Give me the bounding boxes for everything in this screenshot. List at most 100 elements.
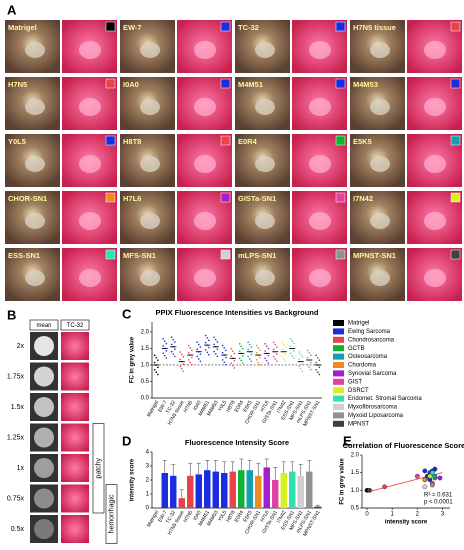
x-tick-label: 0	[365, 512, 369, 518]
legend-swatch	[333, 353, 344, 360]
dot-jitter	[174, 348, 176, 350]
bar	[238, 470, 245, 508]
color-key	[105, 78, 116, 89]
dot-jitter	[172, 353, 175, 355]
x-tick-label: EW-7	[157, 509, 169, 523]
bar	[280, 473, 287, 508]
dot-jitter	[257, 347, 260, 349]
dot-jitter	[255, 344, 258, 347]
legend-label: DSRCT	[348, 388, 369, 394]
photo-label: M4M53	[353, 80, 378, 89]
dot-jitter	[191, 349, 193, 352]
bar	[195, 474, 202, 508]
dot-jitter	[274, 358, 277, 360]
photo-label: TC-32	[238, 23, 259, 32]
dot-jitter	[247, 355, 249, 358]
dot-jitter	[225, 356, 227, 359]
x-tick-label: H7L6	[259, 509, 270, 523]
dot-jitter	[264, 357, 266, 359]
dot-jitter	[276, 353, 278, 355]
tc32-image	[61, 423, 89, 452]
header: mean	[36, 323, 51, 329]
x-tick-label: E0R4	[234, 399, 246, 413]
photo-label: I0A0	[123, 80, 139, 89]
y-tick-label: 1.0	[351, 488, 360, 494]
x-tick-label: H8T8	[225, 509, 236, 523]
tumor-glow	[194, 212, 216, 230]
point	[422, 477, 428, 483]
tumor	[370, 99, 390, 115]
dot-jitter	[155, 371, 158, 373]
dot-jitter	[231, 350, 234, 352]
legend-swatch	[333, 320, 344, 326]
header-box	[29, 319, 59, 331]
bar	[204, 470, 211, 508]
dot-jitter	[170, 350, 173, 353]
legend-swatch	[333, 387, 344, 394]
dot-jitter	[231, 364, 234, 367]
legend-swatch	[333, 336, 344, 343]
dot-jitter	[165, 342, 168, 345]
dot-jitter	[187, 351, 190, 354]
panel-label: C	[122, 306, 132, 321]
x-tick-label: H7L6	[259, 399, 270, 413]
dot-jitter	[163, 340, 166, 343]
dot-jitter	[308, 366, 311, 369]
tc32-image	[61, 454, 89, 482]
y-tick-label: 0.5	[351, 506, 360, 512]
dot-jitter	[179, 365, 181, 368]
legend-swatch	[333, 370, 344, 377]
dot-jitter	[281, 341, 283, 343]
dot-jitter	[172, 338, 175, 341]
dot-jitter	[214, 353, 217, 355]
dot-jitter	[301, 356, 304, 358]
photo-label: M4M51	[238, 80, 263, 89]
photo-label: H7L6	[123, 194, 141, 203]
dot-jitter	[306, 356, 309, 359]
dot-jitter	[255, 359, 258, 361]
x-axis-label: intensity score	[385, 520, 428, 526]
dot-jitter	[204, 341, 207, 344]
bar	[187, 475, 194, 508]
dot-jitter	[187, 344, 190, 347]
color-key	[450, 78, 461, 89]
dot-jitter	[223, 347, 226, 349]
legend-swatch	[333, 362, 344, 368]
dot-jitter	[308, 352, 311, 354]
header-box	[60, 319, 90, 331]
tumor	[140, 42, 160, 58]
dot-jitter	[199, 353, 202, 355]
tumor	[255, 156, 275, 172]
legend-label: Chondrosarcoma	[348, 337, 395, 343]
dot-jitter	[213, 336, 215, 338]
dot-jitter	[265, 359, 268, 362]
tumor	[255, 99, 275, 115]
dot-jitter	[213, 350, 215, 353]
point	[367, 487, 372, 493]
point	[414, 473, 420, 479]
dot-jitter	[221, 351, 224, 354]
dot-jitter	[191, 363, 193, 366]
dot-jitter	[157, 359, 159, 361]
point	[422, 468, 428, 474]
dot-jitter	[216, 355, 219, 358]
color-key	[105, 192, 116, 203]
y-tick-label: 0.0	[141, 396, 150, 402]
dot-jitter	[272, 348, 275, 351]
dot-jitter	[153, 368, 156, 371]
chart-title: Correlation of Fluorescence Scores	[343, 441, 464, 450]
dot-jitter	[223, 361, 226, 364]
dot-jitter	[230, 347, 232, 350]
dot-jitter	[259, 349, 261, 352]
dot-jitter	[213, 343, 215, 346]
row-label: 1.5x	[11, 404, 25, 411]
dot-jitter	[272, 341, 275, 343]
dot-jitter	[204, 349, 207, 351]
dot-jitter	[238, 350, 241, 352]
tumor-glow	[79, 98, 101, 116]
bar	[246, 470, 253, 508]
y-tick-label: 4	[146, 450, 150, 456]
photo-label: GISTa-SN1	[238, 194, 276, 203]
dot-jitter	[318, 359, 321, 361]
legend-swatch	[333, 395, 344, 402]
